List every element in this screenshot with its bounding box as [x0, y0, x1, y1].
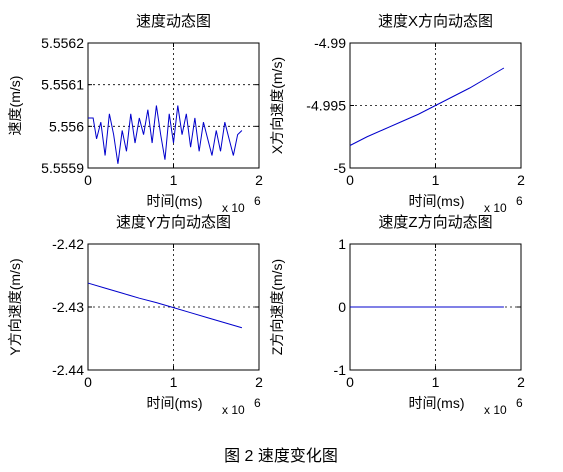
x-multiplier-exponent: 6 [516, 194, 523, 208]
y-tick-label: -2.42 [52, 236, 84, 252]
y-axis-label: 速度(m/s) [7, 76, 23, 136]
x-tick-label: 0 [84, 374, 92, 390]
x-axis-label: 时间(ms) [147, 193, 203, 209]
x-tick-label: 0 [346, 172, 354, 188]
chart-title: 速度X方向动态图 [378, 13, 493, 30]
chart-title: 速度动态图 [136, 13, 211, 30]
x-multiplier: x 10 [484, 403, 507, 417]
x-tick-label: 1 [432, 172, 440, 188]
y-tick-label: -5 [334, 160, 347, 176]
x-tick-label: 1 [170, 374, 178, 390]
y-axis-label: Y方向速度(m/s) [7, 258, 23, 355]
series-line [88, 105, 243, 164]
chart-title: 速度Z方向动态图 [378, 214, 492, 231]
x-tick-label: 2 [255, 172, 263, 188]
x-axis-label: 时间(ms) [147, 395, 203, 411]
y-tick-label: 5.5561 [41, 77, 84, 93]
x-tick-label: 0 [84, 172, 92, 188]
x-axis-label: 时间(ms) [409, 193, 465, 209]
figure-caption: 图 2 速度变化图 [224, 447, 338, 465]
series-line [87, 282, 243, 329]
y-axis-label: Z方向速度(m/s) [269, 259, 285, 355]
y-tick-label: 0 [338, 299, 346, 315]
x-tick-label: 1 [170, 172, 178, 188]
x-multiplier-exponent: 6 [254, 194, 261, 208]
x-axis-label: 时间(ms) [409, 395, 465, 411]
y-tick-label: -2.43 [52, 299, 84, 315]
x-tick-label: 2 [517, 374, 525, 390]
x-tick-label: 2 [255, 374, 263, 390]
x-multiplier: x 10 [222, 201, 245, 215]
y-tick-label: 5.5562 [41, 35, 84, 51]
y-tick-label: 1 [338, 236, 346, 252]
x-tick-label: 2 [517, 172, 525, 188]
y-tick-label: -4.995 [306, 98, 346, 114]
x-multiplier-exponent: 6 [254, 396, 261, 410]
y-tick-label: -1 [334, 362, 347, 378]
x-tick-label: 0 [346, 374, 354, 390]
y-axis-label: X方向速度(m/s) [269, 57, 285, 154]
x-multiplier: x 10 [222, 403, 245, 417]
y-tick-label: 5.5559 [41, 160, 84, 176]
y-tick-label: -2.44 [52, 362, 84, 378]
x-tick-label: 1 [432, 374, 440, 390]
series-line [349, 67, 505, 146]
chart-title: 速度Y方向动态图 [116, 214, 231, 231]
y-tick-label: 5.556 [49, 118, 84, 134]
x-multiplier-exponent: 6 [516, 396, 523, 410]
x-multiplier: x 10 [484, 201, 507, 215]
y-tick-label: -4.99 [314, 35, 346, 51]
